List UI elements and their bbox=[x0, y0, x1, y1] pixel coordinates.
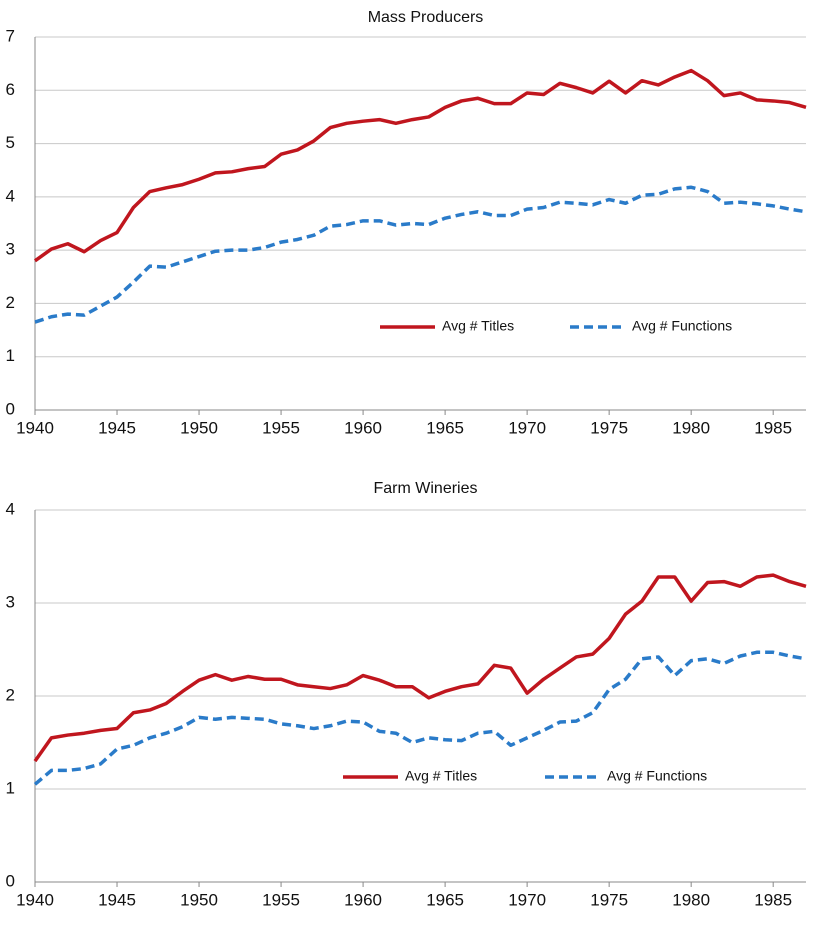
series-line bbox=[33, 650, 807, 786]
legend-label: Avg # Titles bbox=[442, 318, 514, 334]
y-tick-label: 4 bbox=[6, 186, 15, 205]
x-tick-label: 1985 bbox=[754, 418, 792, 437]
x-tick-label: 1950 bbox=[180, 418, 218, 437]
x-tick-label: 1945 bbox=[98, 418, 136, 437]
y-tick-label: 2 bbox=[6, 293, 15, 312]
y-tick-label: 1 bbox=[6, 346, 15, 365]
y-tick-label: 5 bbox=[6, 133, 15, 152]
chart-title: Farm Wineries bbox=[373, 480, 477, 497]
x-tick-label: 1940 bbox=[16, 890, 54, 909]
x-tick-label: 1970 bbox=[508, 890, 546, 909]
y-tick-label: 0 bbox=[6, 871, 15, 890]
series-line bbox=[34, 185, 807, 324]
y-tick-label: 0 bbox=[6, 399, 15, 418]
y-tick-label: 4 bbox=[6, 499, 15, 518]
x-tick-label: 1980 bbox=[672, 890, 710, 909]
y-tick-label: 3 bbox=[6, 592, 15, 611]
legend-label: Avg # Functions bbox=[632, 318, 732, 334]
x-tick-label: 1955 bbox=[262, 890, 300, 909]
chart-title: Mass Producers bbox=[368, 9, 484, 26]
legend-label: Avg # Titles bbox=[405, 768, 477, 784]
x-tick-label: 1985 bbox=[754, 890, 792, 909]
x-tick-label: 1955 bbox=[262, 418, 300, 437]
y-tick-label: 7 bbox=[6, 26, 15, 45]
series-line bbox=[33, 573, 807, 763]
x-tick-label: 1950 bbox=[180, 890, 218, 909]
x-tick-label: 1940 bbox=[16, 418, 54, 437]
y-tick-label: 6 bbox=[6, 80, 15, 99]
x-tick-label: 1965 bbox=[426, 890, 464, 909]
x-tick-label: 1960 bbox=[344, 890, 382, 909]
y-tick-label: 1 bbox=[6, 778, 15, 797]
series-line bbox=[33, 68, 807, 263]
legend-label: Avg # Functions bbox=[607, 768, 707, 784]
y-tick-label: 2 bbox=[6, 685, 15, 704]
y-tick-label: 3 bbox=[6, 240, 15, 259]
x-tick-label: 1975 bbox=[590, 418, 628, 437]
x-tick-label: 1945 bbox=[98, 890, 136, 909]
x-tick-label: 1960 bbox=[344, 418, 382, 437]
x-tick-label: 1965 bbox=[426, 418, 464, 437]
x-tick-label: 1980 bbox=[672, 418, 710, 437]
x-tick-label: 1975 bbox=[590, 890, 628, 909]
x-tick-label: 1970 bbox=[508, 418, 546, 437]
